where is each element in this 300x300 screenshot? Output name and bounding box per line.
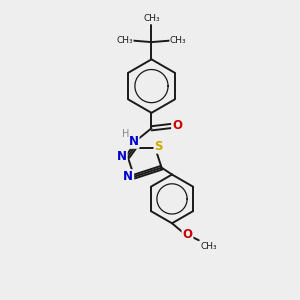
- Text: CH₃: CH₃: [170, 36, 187, 45]
- Text: S: S: [154, 140, 163, 153]
- Text: O: O: [182, 228, 193, 241]
- Text: CH₃: CH₃: [143, 14, 160, 23]
- Text: N: N: [117, 150, 127, 163]
- Text: O: O: [172, 119, 182, 132]
- Text: CH₃: CH₃: [116, 36, 133, 45]
- Text: H: H: [122, 129, 129, 139]
- Text: CH₃: CH₃: [200, 242, 217, 251]
- Text: N: N: [123, 170, 133, 183]
- Text: N: N: [129, 135, 139, 148]
